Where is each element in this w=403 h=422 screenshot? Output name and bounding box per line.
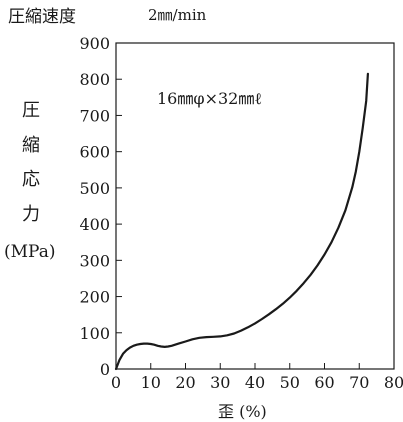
y-tick-label: 600 — [79, 143, 110, 162]
stress-strain-curve — [114, 72, 369, 371]
y-tick-label: 300 — [79, 251, 110, 270]
x-tick-label: 40 — [245, 373, 265, 392]
x-tick-label: 60 — [314, 373, 334, 392]
y-axis-label-char: 応 — [22, 169, 40, 190]
y-tick-label: 100 — [79, 324, 110, 343]
x-tick-label: 30 — [210, 373, 230, 392]
compression-speed-value: 2㎜/min — [148, 6, 207, 24]
y-axis-label-char: 圧 — [22, 100, 40, 121]
y-tick-label: 700 — [79, 106, 110, 125]
y-tick-label: 900 — [79, 34, 110, 53]
y-axis-unit: (MPa) — [4, 242, 56, 262]
x-tick-label: 80 — [384, 373, 403, 392]
x-tick-label: 20 — [175, 373, 195, 392]
x-axis-label: 歪 (%) — [218, 402, 267, 421]
compression-speed-label: 圧縮速度 — [8, 7, 76, 27]
y-axis-label-char: 力 — [22, 204, 40, 225]
specimen-size-annotation: 16㎜φ×32㎜ℓ — [157, 89, 262, 108]
y-axis-label-char: 縮 — [22, 135, 40, 156]
y-tick-label: 0 — [100, 360, 110, 379]
x-tick-label: 50 — [280, 373, 300, 392]
x-tick-label: 10 — [141, 373, 161, 392]
x-tick-label: 0 — [111, 373, 121, 392]
y-tick-label: 800 — [79, 70, 110, 89]
y-tick-label: 500 — [79, 179, 110, 198]
x-tick-label: 70 — [349, 373, 369, 392]
y-tick-label: 400 — [79, 215, 110, 234]
y-tick-label: 200 — [79, 288, 110, 307]
